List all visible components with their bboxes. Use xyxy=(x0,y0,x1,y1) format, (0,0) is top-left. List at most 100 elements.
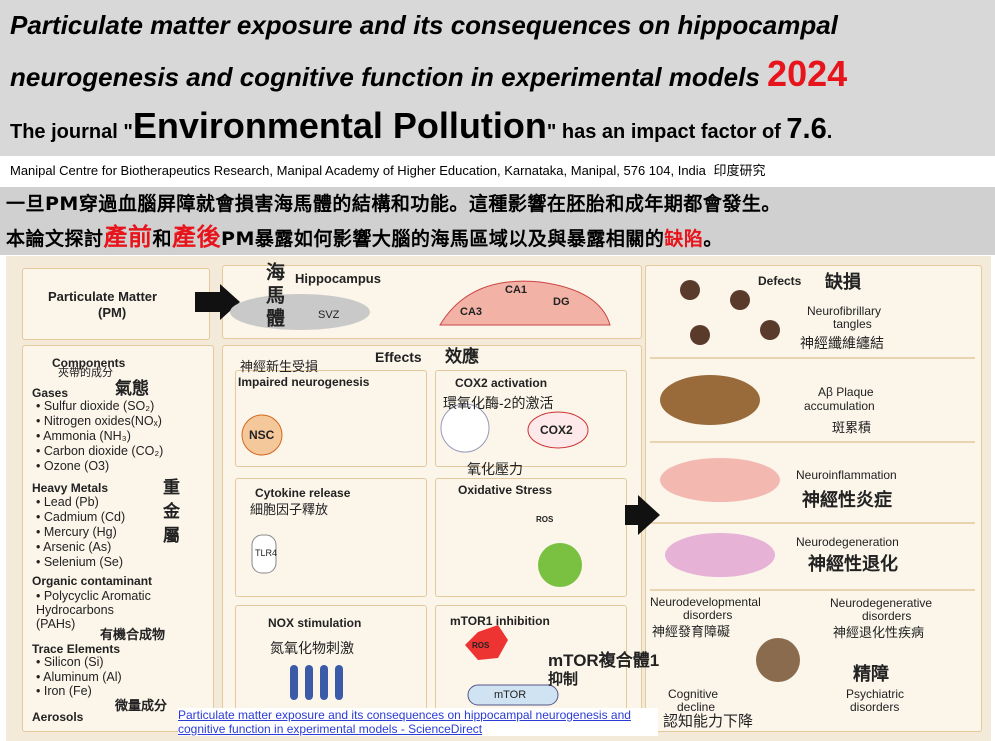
figure-text: • Polycyclic Aromatic xyxy=(36,589,151,603)
figure-text: Particulate Matter xyxy=(48,289,158,304)
ros xyxy=(465,625,508,660)
figure-text: Hydrocarbons xyxy=(36,603,114,617)
mtor-shape xyxy=(467,684,559,706)
figure-text: 缺損 xyxy=(825,272,861,292)
seg: 。 xyxy=(703,228,723,250)
figure-text: 微量成分 xyxy=(115,698,168,713)
figure-text: 夾帶的成分 xyxy=(58,367,113,379)
journal-prefix: The journal " xyxy=(10,121,133,143)
affiliation-note: 印度研究 xyxy=(713,163,766,178)
figure-text: 重 xyxy=(163,478,180,497)
figure-text: • Sulfur dioxide (SO₂) xyxy=(36,399,155,413)
figure-text: DG xyxy=(553,296,570,308)
figure-text: Heavy Metals xyxy=(32,481,109,495)
figure-text: 神經發育障礙 xyxy=(652,624,731,639)
figure-text: • Mercury (Hg) xyxy=(36,525,117,539)
figure-text: Gases xyxy=(32,386,69,400)
components-box xyxy=(22,345,214,732)
figure-text: Neuroinflammation xyxy=(796,468,897,482)
arrow xyxy=(625,495,660,535)
figure-text: Components xyxy=(52,356,126,370)
figure-text: • Nitrogen oxides(NOₓ) xyxy=(36,414,162,428)
figure-text: Trace Elements xyxy=(32,642,121,656)
figure-text: decline xyxy=(677,700,716,714)
tangles-art xyxy=(680,280,780,345)
figure-text: 神經纖維纏結 xyxy=(800,335,884,351)
affiliation: Manipal Centre for Biotherapeutics Resea… xyxy=(10,164,766,177)
hippo-cn: 海馬體 xyxy=(263,262,284,331)
figure-text: accumulation xyxy=(804,399,875,413)
inflam-art xyxy=(660,458,780,502)
figure-text: mTOR1 inhibition xyxy=(450,614,550,628)
figure-text: ROS xyxy=(472,641,490,650)
figure-text: • Lead (Pb) xyxy=(36,495,99,509)
figure-text: disorders xyxy=(862,609,912,623)
figure-text: 精障 xyxy=(853,664,889,684)
seg: PM暴露如何影響大腦的海馬區域以及與暴露相關的 xyxy=(221,228,665,250)
mito xyxy=(538,543,582,587)
nsc-cell xyxy=(241,414,283,456)
figure-text: Aerosols xyxy=(32,710,84,724)
figure-text: CA1 xyxy=(505,284,528,296)
figure-text: disorders xyxy=(683,608,733,622)
figure-text: 斑累積 xyxy=(832,420,872,435)
figure-text: 金 xyxy=(163,502,180,521)
figure-text: 氧化壓力 xyxy=(467,461,523,477)
nox-art xyxy=(290,665,343,700)
summary-line1: 一旦PM穿過血腦屏障就會損害海馬體的結構和功能。這種影響在胚胎和成年期都會發生。 xyxy=(6,193,781,215)
impact-factor: 7.6 xyxy=(786,113,827,145)
figure-text: mTOR xyxy=(494,689,527,701)
journal-end: . xyxy=(826,121,833,143)
summary: 一旦PM穿過血腦屏障就會損害海馬體的結構和功能。這種影響在胚胎和成年期都會發生。… xyxy=(0,187,995,255)
year: 2024 xyxy=(767,53,848,94)
ox-box xyxy=(435,478,627,597)
figure-text: 神經性退化 xyxy=(808,554,898,574)
figure-text: ROS xyxy=(536,515,554,524)
figure-text: 有機合成物 xyxy=(100,627,166,642)
seg: 產後 xyxy=(172,223,222,251)
figure-text: • Carbon dioxide (CO₂) xyxy=(36,444,164,458)
title-line1: Particulate matter exposure and its cons… xyxy=(10,10,838,40)
figure-text: 環氧化酶-2的激活 xyxy=(443,395,554,411)
figure-text: 認知能力下降 xyxy=(663,713,754,730)
figure-text: COX2 xyxy=(540,423,573,437)
figure-text: Aβ Plaque xyxy=(818,385,874,399)
figure-text: NOX stimulation xyxy=(268,616,362,630)
figure-text: Cytokine release xyxy=(255,486,351,500)
nox-box xyxy=(235,605,427,722)
head xyxy=(756,638,800,682)
figure-text: mTOR複合體1 xyxy=(548,651,660,670)
figure-text: 抑制 xyxy=(548,671,579,688)
seg: 和 xyxy=(152,228,173,250)
figure-text: Neurodegeneration xyxy=(796,535,899,549)
figure-text: Hippocampus xyxy=(295,271,381,286)
seg: 缺陷 xyxy=(664,228,704,250)
title-line2: neurogenesis and cognitive function in e… xyxy=(10,56,847,92)
figure-text: Oxidative Stress xyxy=(458,483,553,497)
seg: 本論文探討 xyxy=(6,228,104,250)
arrow xyxy=(195,284,240,320)
cox2-cell xyxy=(527,411,589,449)
figure-text: tangles xyxy=(833,317,872,331)
header: Particulate matter exposure and its cons… xyxy=(0,0,995,156)
cell xyxy=(440,403,490,453)
figure-text: Neurofibrillary xyxy=(807,304,882,318)
journal-line: The journal "Environmental Pollution" ha… xyxy=(10,108,832,144)
figure-text: • Ozone (O3) xyxy=(36,459,110,473)
figure-text: Defects xyxy=(758,274,802,288)
figure-text: • Silicon (Si) xyxy=(36,655,104,669)
source-link[interactable]: Particulate matter exposure and its cons… xyxy=(178,708,658,736)
figure-text: disorders xyxy=(850,700,900,714)
journal-suffix: " has an impact factor of xyxy=(546,121,787,143)
figure-text: 細胞因子釋放 xyxy=(250,502,329,517)
seg: 產前 xyxy=(103,223,153,251)
figure-text: NSC xyxy=(249,428,275,442)
figure-text: • Arsenic (As) xyxy=(36,540,112,554)
figure-text: CA3 xyxy=(460,306,483,318)
figure-text: 效應 xyxy=(445,347,479,366)
degen-art xyxy=(665,533,775,577)
affiliation-text: Manipal Centre for Biotherapeutics Resea… xyxy=(10,163,706,178)
